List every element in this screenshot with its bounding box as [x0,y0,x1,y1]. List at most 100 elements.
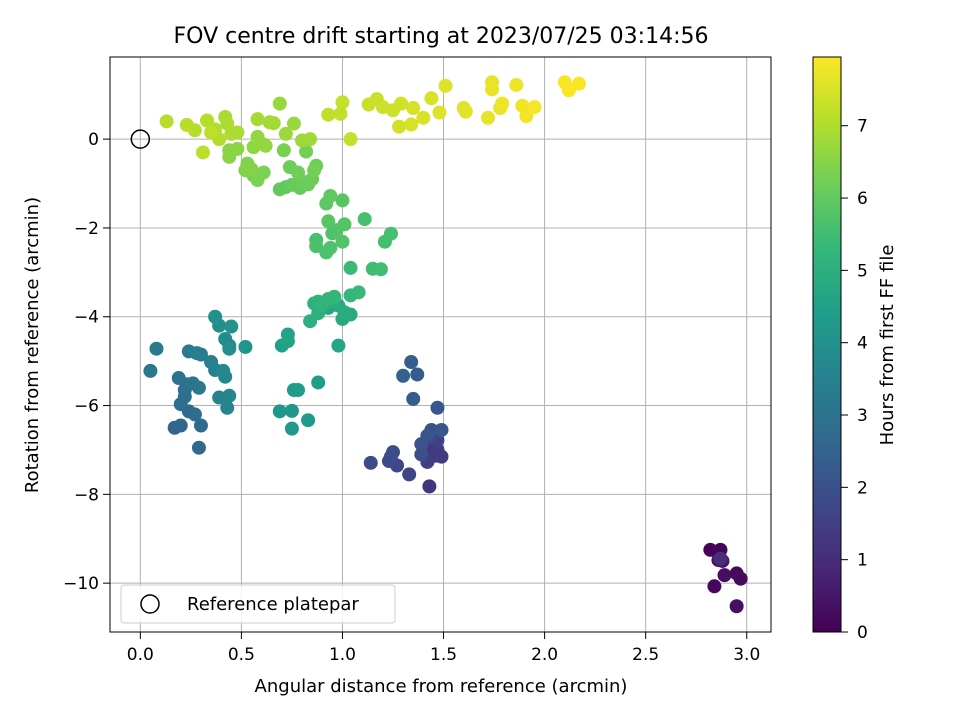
colorbar-tick-label: 2 [857,478,868,498]
colorbar-tick-label: 3 [857,406,868,426]
data-point [561,83,576,98]
data-point [143,363,158,378]
data-point [422,479,437,494]
data-point [204,125,219,140]
data-point [424,91,439,106]
colorbar: 0 1 2 3 4 5 6 7 Hours from first FF file [812,56,898,643]
data-point [335,234,350,249]
data-point [438,78,453,93]
colorbar-tick-label: 4 [857,334,868,354]
y-axis-label: Rotation from reference (arcmin) [22,197,43,493]
data-point [331,338,346,353]
y-tick-label: −10 [63,574,99,594]
data-point [276,143,291,158]
legend-box [120,584,396,624]
data-point [481,110,496,125]
data-point [434,449,449,464]
data-point [256,165,271,180]
data-points [143,75,748,614]
data-point [191,440,206,455]
x-tick-label: 0.5 [228,645,255,665]
data-point [337,217,352,232]
data-point [357,212,372,227]
data-point [278,126,293,141]
data-point [335,193,350,208]
y-tick-label: 0 [88,130,99,150]
colorbar-ticks: 0 1 2 3 4 5 6 7 [841,117,868,643]
data-point [224,319,239,334]
data-point [187,407,202,422]
reference-platepar-marker [130,129,151,149]
x-tick-label: 2.0 [531,645,558,665]
data-point [266,116,281,131]
y-axis-ticks: 0 −2 −4 −6 −8 −10 [63,130,110,594]
data-point [323,188,338,203]
y-tick-label: −2 [74,219,99,239]
data-point [171,371,186,386]
data-point [321,107,336,122]
data-point [309,239,324,254]
colorbar-tick-label: 0 [857,623,868,643]
data-point [256,137,271,152]
x-tick-label: 0.0 [127,645,154,665]
data-point [290,383,305,398]
data-point [729,599,744,614]
x-axis-label: Angular distance from reference (arcmin) [255,676,628,697]
data-point [220,400,235,415]
data-point [335,95,350,110]
data-point [485,82,500,97]
data-point [509,77,524,92]
x-tick-label: 1.0 [329,645,356,665]
data-point [238,339,253,354]
data-point [179,117,194,132]
data-point [244,162,259,177]
data-point [333,106,348,121]
colorbar-gradient [812,56,842,633]
data-point [385,445,400,460]
data-point [286,116,301,131]
data-point [519,109,534,124]
data-point [406,391,421,406]
data-point [527,100,542,115]
data-point [392,119,407,134]
chart-title: FOV centre drift starting at 2023/07/25 … [174,24,709,49]
legend-reference-label: Reference platepar [187,594,359,615]
data-point [200,113,215,128]
data-point [406,101,421,116]
data-point [307,163,322,178]
data-point [343,132,358,147]
data-point [337,305,352,320]
data-point [323,240,338,255]
data-point [703,542,718,557]
data-point [327,289,342,304]
data-point [222,341,237,356]
data-point [216,363,231,378]
data-point [383,226,398,241]
data-point [717,568,732,583]
data-point [414,447,429,462]
data-point [173,418,188,433]
colorbar-tick-label: 7 [857,117,868,137]
data-point [224,126,239,141]
data-point [195,145,210,160]
data-point [250,112,265,127]
data-point [404,117,419,132]
data-point [299,144,314,159]
data-point [284,421,299,436]
x-axis-ticks: 0.0 0.5 1.0 1.5 2.0 2.5 3.0 [127,632,760,665]
legend-reference-marker [140,594,160,614]
x-tick-label: 3.0 [733,645,760,665]
data-point [458,104,473,119]
data-point [284,403,299,418]
grid-lines [110,57,771,632]
data-point [416,110,431,125]
data-point [321,214,336,229]
y-tick-label: −8 [74,485,99,505]
data-point [434,422,449,437]
data-point [272,404,287,419]
x-tick-label: 1.5 [430,645,457,665]
data-point [410,367,425,382]
data-point [713,551,728,566]
data-point [420,428,435,443]
